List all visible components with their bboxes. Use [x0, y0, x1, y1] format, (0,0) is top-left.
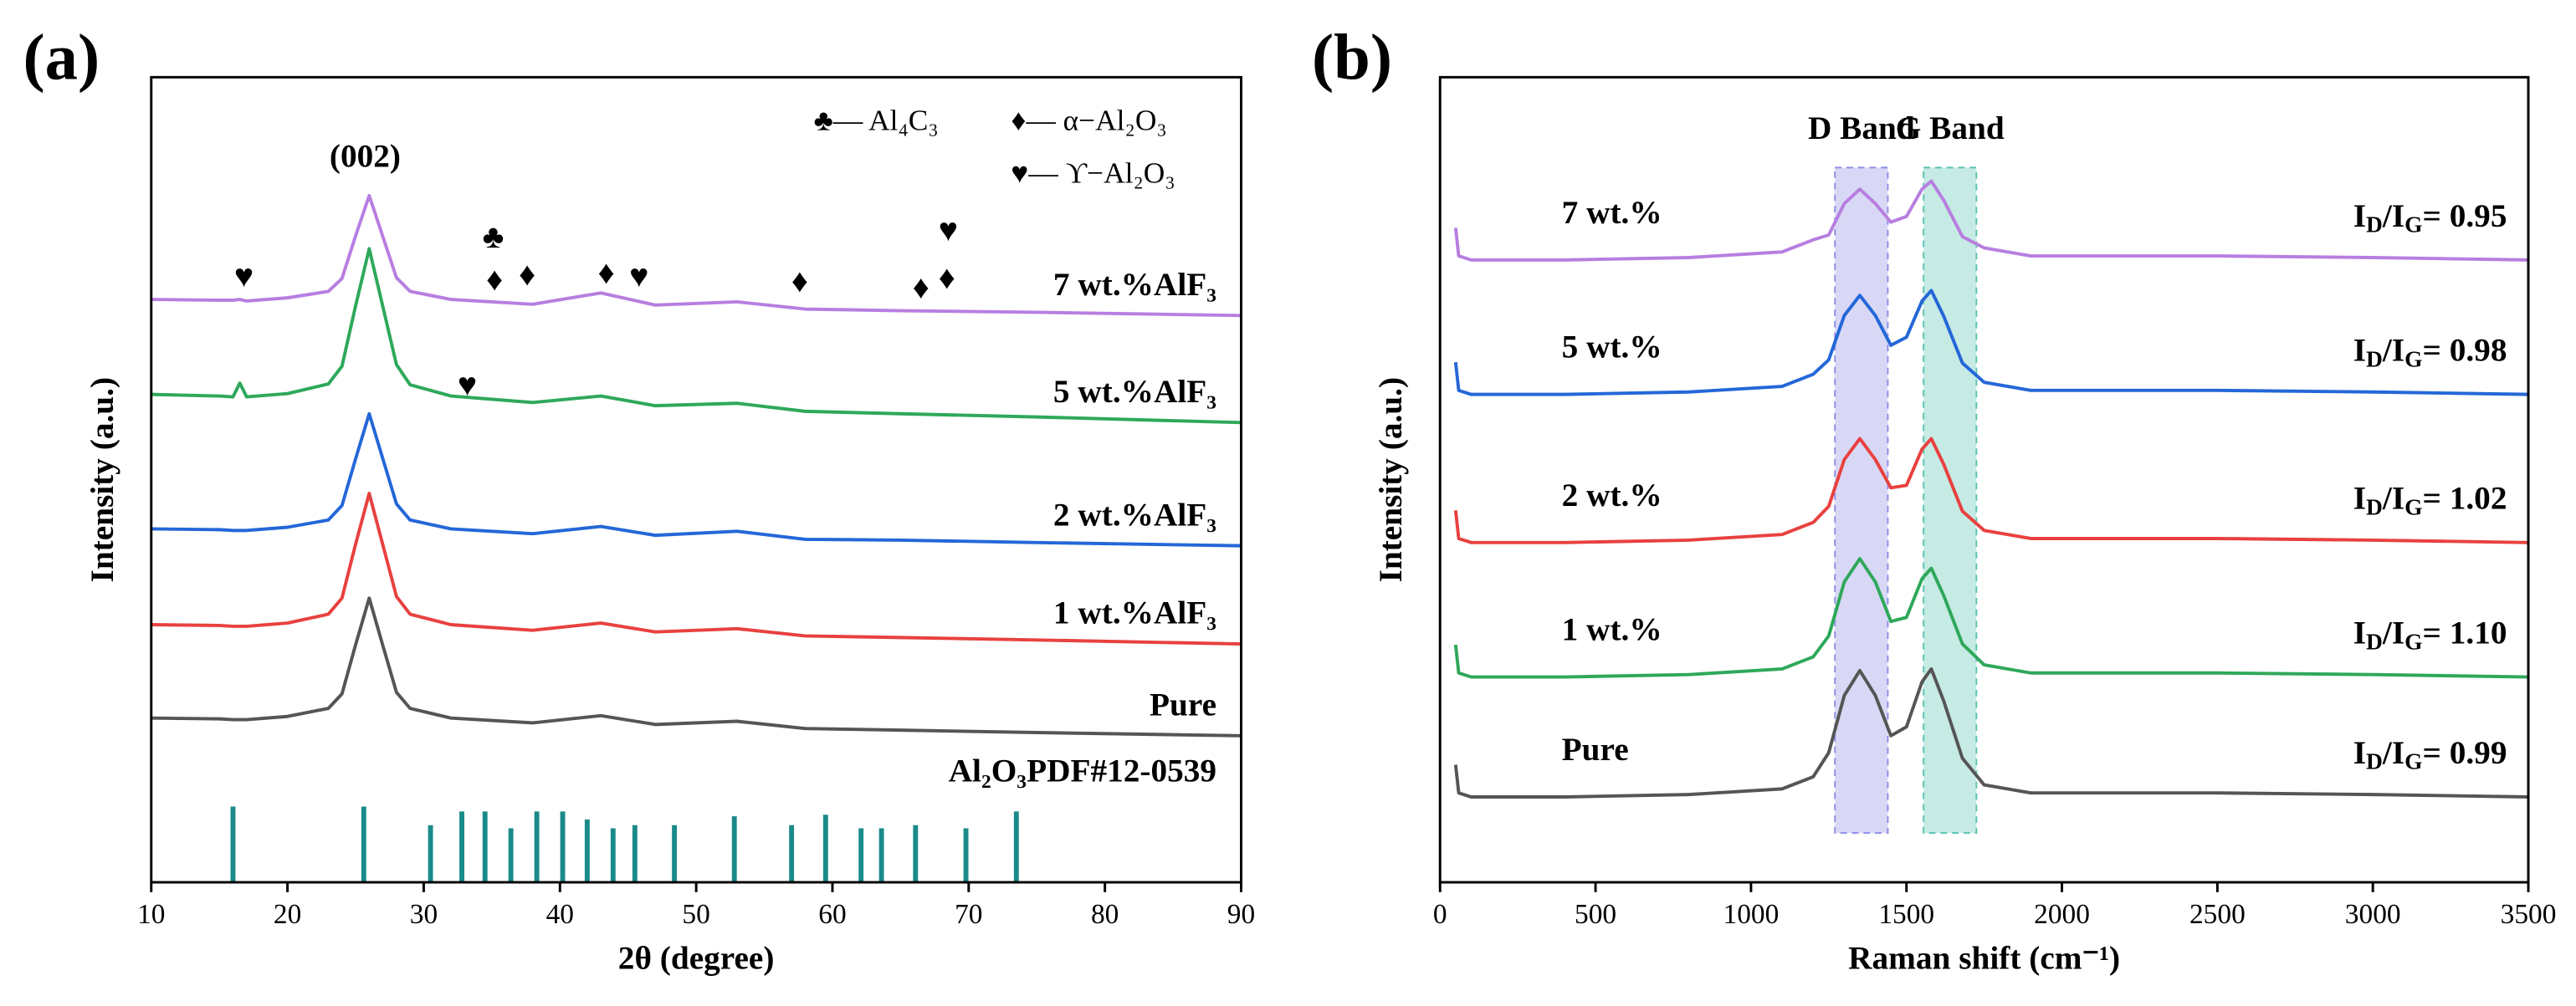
- x-tick-label: 60: [818, 899, 846, 930]
- phase-marker: ♦: [913, 269, 930, 305]
- series-label: Pure: [1150, 687, 1216, 723]
- ratio-label-part: G: [2404, 629, 2422, 655]
- series-line: [151, 411, 1242, 548]
- phase-marker: ♥: [939, 212, 958, 248]
- series-line: [151, 596, 1242, 738]
- ratio-label-part: /I: [2382, 481, 2404, 517]
- phase-key: ♣— Al₄C₃: [814, 103, 939, 136]
- series-label: Pure: [1562, 732, 1629, 768]
- series-line: [1453, 437, 2529, 544]
- ratio-label-part: /I: [2382, 198, 2404, 234]
- series-line: [151, 492, 1242, 646]
- y-axis-label: Intensity (a.u.): [85, 377, 120, 583]
- ratio-label: ID/IG= 0.99: [2353, 735, 2507, 774]
- phase-marker: ♦: [519, 257, 535, 293]
- series-line: [151, 193, 1242, 318]
- ratio-label-part: I: [2353, 198, 2366, 234]
- ratio-label-part: G: [2404, 346, 2422, 372]
- phase-marker: ♦: [791, 263, 808, 299]
- ratio-label-part: I: [2353, 615, 2366, 651]
- ratio-label-part: D: [2366, 494, 2383, 520]
- ratio-label-part: /I: [2382, 333, 2404, 369]
- phase-marker: ♣: [483, 219, 504, 255]
- x-tick-label: 2000: [2034, 899, 2090, 930]
- series-label: 5 wt.%: [1562, 329, 1662, 365]
- series-line: [1453, 289, 2529, 396]
- ratio-label-part: D: [2366, 346, 2383, 372]
- ratio-label-part: I: [2353, 333, 2366, 369]
- ratio-label-part: G: [2404, 748, 2422, 774]
- phase-marker: ♥: [629, 258, 648, 294]
- ratio-label-part: = 0.99: [2423, 735, 2507, 771]
- x-tick-label: 80: [1091, 899, 1119, 930]
- ratio-label-part: I: [2353, 481, 2366, 517]
- plot-frame: [1438, 75, 2530, 884]
- ratio-label-part: G: [2404, 494, 2422, 520]
- ratio-label-part: I: [2353, 735, 2366, 771]
- ratio-label: ID/IG= 0.95: [2353, 198, 2507, 237]
- ratio-label-part: /I: [2382, 615, 2404, 651]
- x-tick-label: 1000: [1723, 899, 1780, 930]
- band-label: D Band: [1808, 110, 1915, 146]
- x-tick-label: 30: [410, 899, 438, 930]
- ratio-label-part: /I: [2382, 735, 2404, 771]
- ratio-label-part: = 1.02: [2423, 481, 2507, 517]
- ratio-label-part: G: [2404, 212, 2422, 237]
- ratio-label: ID/IG= 1.10: [2353, 615, 2507, 654]
- series-line: [1453, 179, 2529, 262]
- x-tick-label: 3000: [2345, 899, 2401, 930]
- x-tick-label: 50: [682, 899, 709, 930]
- ratio-label-part: = 0.98: [2423, 333, 2507, 369]
- x-tick-label: 20: [274, 899, 301, 930]
- series-label: 7 wt.%: [1562, 195, 1662, 231]
- phase-marker: ♦: [939, 260, 955, 296]
- ratio-label-part: D: [2366, 748, 2383, 774]
- band-label: G Band: [1896, 110, 2005, 146]
- x-tick-label: 90: [1227, 899, 1255, 930]
- x-tick-label: 500: [1575, 899, 1616, 930]
- phase-key: ♥— ϒ−Al₂O₃: [1011, 156, 1175, 189]
- phase-marker: ♦: [486, 262, 503, 298]
- series-label: 7 wt.%AlF₃: [1053, 267, 1216, 303]
- x-tick-label: 10: [137, 899, 165, 930]
- x-axis-label: 2θ (degree): [618, 940, 775, 976]
- reference-label: Al₂O₃PDF#12-0539: [949, 753, 1216, 789]
- ratio-label-part: D: [2366, 629, 2383, 655]
- panel-label: (b): [1312, 21, 1392, 94]
- x-tick-label: 70: [955, 899, 982, 930]
- phase-marker: ♦: [598, 255, 615, 291]
- series-label: 1 wt.%AlF₃: [1053, 595, 1216, 631]
- ratio-label: ID/IG= 0.98: [2353, 333, 2507, 372]
- x-tick-label: 40: [546, 899, 574, 930]
- series-label: 5 wt.%AlF₃: [1053, 374, 1216, 410]
- band: [1834, 166, 1889, 835]
- series-label: 2 wt.%: [1562, 477, 1662, 513]
- series-line: [1453, 666, 2529, 799]
- series-line: [151, 247, 1242, 425]
- panel-label: (a): [23, 21, 100, 94]
- series-line: [1453, 557, 2529, 679]
- x-tick-label: 3500: [2501, 899, 2557, 930]
- x-axis-label: Raman shift (cm⁻¹): [1848, 940, 2120, 976]
- y-axis-label: Intensity (a.u.): [1373, 377, 1409, 583]
- ratio-label-part: = 1.10: [2423, 615, 2507, 651]
- ratio-label: ID/IG= 1.02: [2353, 481, 2507, 520]
- phase-marker: ♥: [234, 258, 254, 294]
- x-tick-label: 0: [1433, 899, 1447, 930]
- series-label: 1 wt.%: [1562, 612, 1662, 648]
- ratio-label-part: D: [2366, 212, 2383, 237]
- series-label: 2 wt.%AlF₃: [1053, 497, 1216, 533]
- ratio-label-part: = 0.95: [2423, 198, 2507, 234]
- x-tick-label: 2500: [2189, 899, 2246, 930]
- x-tick-label: 1500: [1878, 899, 1934, 930]
- band: [1923, 166, 1978, 835]
- phase-marker: ♥: [458, 367, 477, 403]
- phase-key: ♦— α−Al₂O₃: [1011, 103, 1166, 136]
- peak-label: (002): [330, 139, 401, 175]
